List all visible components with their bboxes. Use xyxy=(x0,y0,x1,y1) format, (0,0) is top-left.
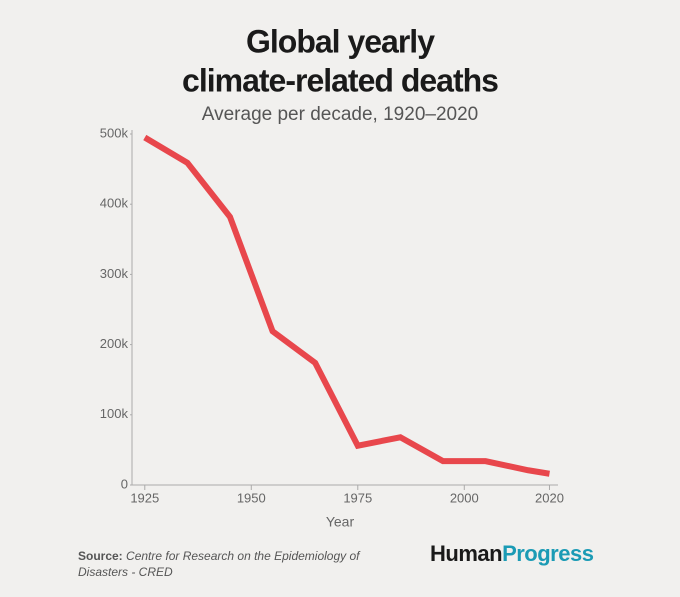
x-axis-label: Year xyxy=(326,514,355,530)
x-tick-label: 1950 xyxy=(237,490,266,505)
y-tick-label: 400k xyxy=(100,196,129,211)
x-tick-label: 2000 xyxy=(450,490,479,505)
source-text: Centre for Research on the Epidemiology … xyxy=(78,549,360,579)
logo-part: Human xyxy=(430,541,503,566)
y-tick-label: 0 xyxy=(121,476,128,491)
x-tick-label: 1975 xyxy=(343,490,372,505)
data-line xyxy=(143,134,550,477)
x-tick-label: 2020 xyxy=(535,490,564,505)
chart-title: Global yearly xyxy=(246,23,435,59)
y-tick-label: 500k xyxy=(100,125,129,140)
source-label: Source: xyxy=(78,549,123,563)
x-tick-label: 1925 xyxy=(130,490,159,505)
logo-part: Progress xyxy=(502,541,594,566)
y-tick-label: 300k xyxy=(100,266,129,281)
source: Source: Centre for Research on the Epide… xyxy=(78,548,408,580)
chart-title: climate-related deaths xyxy=(182,62,498,98)
chart-subtitle: Average per decade, 1920–2020 xyxy=(202,104,478,125)
y-tick-label: 200k xyxy=(100,336,129,351)
logo: HumanProgress xyxy=(430,541,594,567)
y-tick-label: 100k xyxy=(100,406,129,421)
